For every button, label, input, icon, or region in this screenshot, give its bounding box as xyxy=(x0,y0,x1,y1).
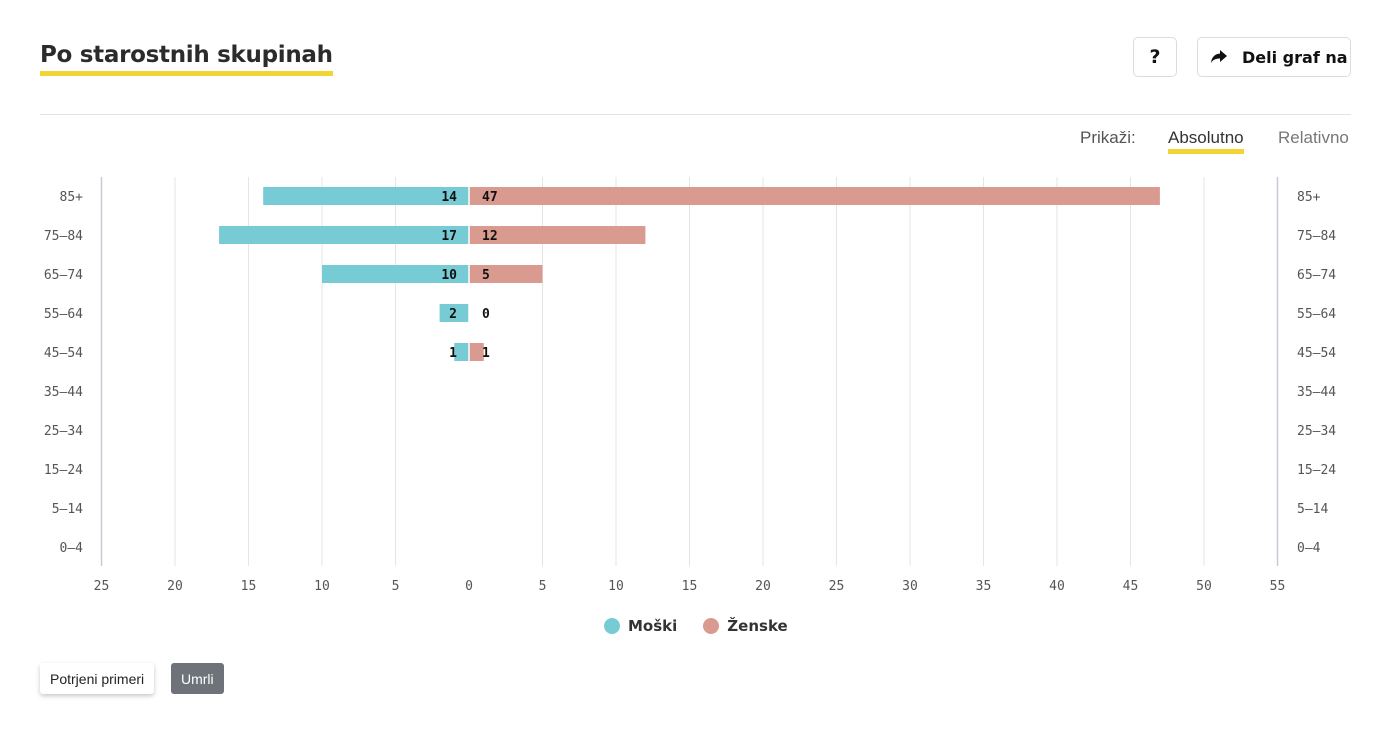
y-category-label-right: 75–84 xyxy=(1297,229,1336,244)
legend-item-male[interactable]: Moški xyxy=(604,617,677,635)
data-label-female: 12 xyxy=(482,229,498,244)
bar-male xyxy=(263,187,469,205)
legend-dot-female xyxy=(703,618,720,634)
display-toggle-label: Prikaži: xyxy=(1080,128,1136,147)
x-tick-label: 55 xyxy=(1270,579,1286,594)
x-tick-label: 25 xyxy=(94,579,110,594)
x-tick-label: 50 xyxy=(1196,579,1212,594)
chart-legend: Moški Ženske xyxy=(604,617,814,635)
x-tick-label: 15 xyxy=(682,579,698,594)
x-tick-label: 5 xyxy=(539,579,547,594)
x-tick-label: 10 xyxy=(608,579,624,594)
y-category-label-left: 25–34 xyxy=(44,424,83,439)
y-category-label-right: 35–44 xyxy=(1297,385,1336,400)
y-category-label-right: 65–74 xyxy=(1297,268,1336,283)
y-category-label-right: 0–4 xyxy=(1297,541,1321,556)
x-tick-label: 20 xyxy=(167,579,183,594)
x-tick-label: 0 xyxy=(465,579,473,594)
x-tick-label: 35 xyxy=(976,579,992,594)
deceased-button[interactable]: Umrli xyxy=(171,663,224,694)
data-label-female: 47 xyxy=(482,190,498,205)
y-category-label-left: 45–54 xyxy=(44,346,83,361)
share-button[interactable]: Deli graf na xyxy=(1197,37,1351,77)
chart-header: Po starostnih skupinah xyxy=(40,40,333,76)
bar-male xyxy=(439,304,469,322)
y-category-label-left: 55–64 xyxy=(44,307,83,322)
y-category-label-right: 85+ xyxy=(1297,190,1321,205)
bar-female xyxy=(469,226,646,244)
y-category-label-left: 35–44 xyxy=(44,385,83,400)
x-tick-label: 45 xyxy=(1123,579,1139,594)
x-tick-label: 40 xyxy=(1049,579,1065,594)
data-label-male: 17 xyxy=(441,229,457,244)
x-tick-label: 30 xyxy=(902,579,918,594)
y-category-label-left: 15–24 xyxy=(44,463,83,478)
data-label-male: 1 xyxy=(449,346,457,361)
y-category-label-right: 25–34 xyxy=(1297,424,1336,439)
y-category-label-left: 65–74 xyxy=(44,268,83,283)
share-label: Deli graf na xyxy=(1242,47,1348,67)
y-category-label-right: 5–14 xyxy=(1297,502,1328,517)
x-tick-label: 5 xyxy=(392,579,400,594)
x-tick-label: 10 xyxy=(314,579,330,594)
bar-female xyxy=(469,265,543,283)
bar-female xyxy=(469,343,484,361)
legend-label-female: Ženske xyxy=(727,617,788,635)
bar-male xyxy=(322,265,469,283)
help-button[interactable]: ? xyxy=(1133,37,1177,77)
data-label-male: 2 xyxy=(449,307,457,322)
legend-dot-male xyxy=(604,618,620,634)
legend-item-female[interactable]: Ženske xyxy=(703,617,788,635)
help-label: ? xyxy=(1149,46,1161,68)
x-tick-label: 15 xyxy=(241,579,257,594)
data-label-male: 10 xyxy=(441,268,457,283)
data-label-female: 1 xyxy=(482,346,490,361)
data-label-female: 5 xyxy=(482,268,490,283)
y-category-label-left: 85+ xyxy=(60,190,84,205)
y-category-label-right: 15–24 xyxy=(1297,463,1336,478)
toggle-absolute[interactable]: Absolutno xyxy=(1168,128,1244,154)
chart-title: Po starostnih skupinah xyxy=(40,40,333,76)
data-label-male: 14 xyxy=(441,190,457,205)
data-label-female: 0 xyxy=(482,307,490,322)
confirmed-cases-button[interactable]: Potrjeni primeri xyxy=(40,663,155,694)
y-category-label-left: 0–4 xyxy=(60,541,84,556)
bar-male xyxy=(454,343,469,361)
header-divider xyxy=(40,114,1351,115)
legend-label-male: Moški xyxy=(628,617,678,635)
bar-female xyxy=(469,187,1160,205)
y-category-label-right: 45–54 xyxy=(1297,346,1336,361)
bar-male xyxy=(219,226,469,244)
y-category-label-right: 55–64 xyxy=(1297,307,1336,322)
y-category-label-left: 75–84 xyxy=(44,229,83,244)
share-arrow-icon xyxy=(1211,50,1227,63)
y-category-label-left: 5–14 xyxy=(52,502,83,517)
x-tick-label: 25 xyxy=(829,579,845,594)
toggle-relative[interactable]: Relativno xyxy=(1278,128,1349,147)
x-tick-label: 20 xyxy=(755,579,771,594)
